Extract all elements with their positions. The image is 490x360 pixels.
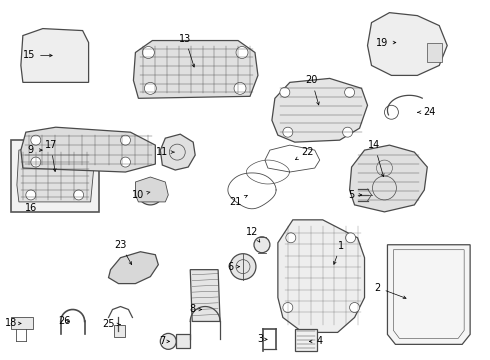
Polygon shape	[272, 78, 368, 142]
Text: 26: 26	[58, 316, 71, 327]
Bar	[114, 325, 125, 337]
Circle shape	[345, 233, 356, 243]
Text: 22: 22	[295, 147, 314, 160]
Circle shape	[24, 155, 34, 165]
Text: 14: 14	[368, 140, 384, 177]
Polygon shape	[17, 142, 94, 202]
Text: 15: 15	[23, 50, 52, 60]
Circle shape	[349, 302, 360, 312]
Polygon shape	[349, 145, 427, 212]
Circle shape	[280, 87, 290, 97]
Text: 23: 23	[114, 240, 132, 265]
Text: 13: 13	[179, 33, 195, 67]
Text: 25: 25	[102, 319, 121, 329]
Text: 9: 9	[28, 145, 42, 155]
Polygon shape	[190, 270, 220, 321]
Text: 12: 12	[246, 227, 260, 242]
Polygon shape	[108, 252, 158, 284]
Text: 17: 17	[45, 140, 57, 171]
Bar	[11, 318, 33, 329]
Polygon shape	[133, 41, 258, 98]
Circle shape	[236, 46, 248, 58]
Text: 1: 1	[334, 241, 343, 264]
Circle shape	[160, 333, 176, 349]
Text: 10: 10	[132, 190, 150, 200]
Circle shape	[31, 135, 41, 145]
Bar	[176, 334, 190, 348]
Bar	[295, 329, 317, 351]
Circle shape	[74, 190, 84, 200]
Polygon shape	[368, 13, 447, 75]
Circle shape	[230, 254, 256, 280]
Text: 20: 20	[306, 75, 319, 105]
Circle shape	[344, 87, 355, 97]
Polygon shape	[388, 245, 470, 345]
Circle shape	[234, 82, 246, 94]
Circle shape	[121, 135, 130, 145]
Circle shape	[121, 157, 130, 167]
Text: 7: 7	[159, 336, 170, 346]
Text: 8: 8	[189, 305, 201, 315]
Polygon shape	[135, 177, 168, 202]
Circle shape	[143, 46, 154, 58]
Text: 18: 18	[5, 319, 21, 328]
Text: 2: 2	[374, 283, 406, 298]
Polygon shape	[21, 28, 89, 82]
Polygon shape	[278, 220, 365, 332]
Circle shape	[283, 302, 293, 312]
Text: 21: 21	[229, 195, 247, 207]
Polygon shape	[21, 127, 155, 172]
Text: 16: 16	[24, 203, 37, 213]
Text: 4: 4	[309, 336, 323, 346]
Circle shape	[254, 237, 270, 253]
Circle shape	[74, 155, 84, 165]
Text: 19: 19	[376, 37, 396, 48]
Text: 24: 24	[417, 107, 436, 117]
Circle shape	[343, 127, 353, 137]
Text: 11: 11	[156, 147, 174, 157]
Circle shape	[31, 157, 41, 167]
Text: 3: 3	[257, 334, 267, 345]
Circle shape	[26, 190, 36, 200]
Circle shape	[137, 179, 163, 205]
Circle shape	[286, 233, 296, 243]
Text: 5: 5	[348, 190, 362, 200]
Bar	[427, 42, 442, 62]
Circle shape	[145, 82, 156, 94]
Circle shape	[283, 127, 293, 137]
Polygon shape	[160, 134, 195, 170]
Bar	[11, 140, 98, 212]
Text: 6: 6	[227, 262, 240, 272]
